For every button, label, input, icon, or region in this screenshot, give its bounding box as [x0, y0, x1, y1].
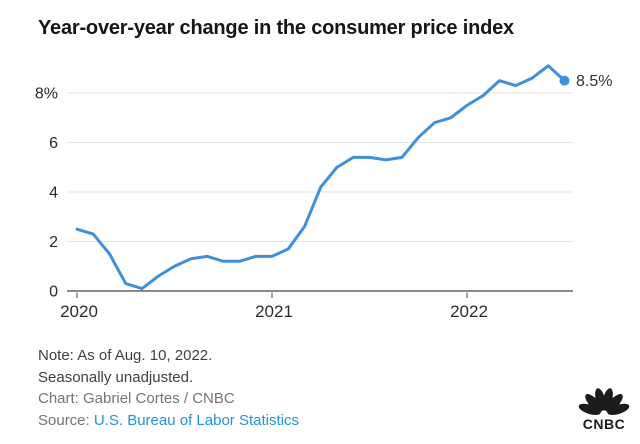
note-line-1: Note: As of Aug. 10, 2022.	[38, 347, 213, 364]
source-line: Source: U.S. Bureau of Labor Statistics	[38, 410, 299, 432]
y-axis-labels: 8% 6 4 2 0	[35, 86, 58, 301]
y-tick-label: 6	[49, 135, 58, 152]
source-label: Source:	[38, 411, 94, 429]
x-tick-label: 2020	[60, 302, 98, 321]
peacock-icon	[578, 388, 630, 416]
x-axis: 2020 2021 2022	[60, 292, 488, 321]
y-tick-label: 2	[49, 234, 58, 251]
cnbc-logo: CNBC	[578, 388, 630, 431]
source-link[interactable]: U.S. Bureau of Labor Statistics	[93, 411, 299, 429]
y-tick-label: 0	[49, 284, 58, 301]
chart-credit: Chart: Gabriel Cortes / CNBC	[38, 390, 235, 407]
y-tick-label: 8%	[35, 86, 58, 103]
latest-point-marker	[559, 75, 570, 86]
latest-value-label: 8.5%	[576, 73, 612, 90]
note-line-2: Seasonally unadjusted.	[38, 368, 194, 386]
y-tick-label: 4	[49, 185, 58, 202]
page-title: Year-over-year change in the consumer pr…	[38, 17, 514, 39]
cpi-line	[75, 64, 566, 291]
x-tick-label: 2022	[450, 302, 488, 321]
footnotes: Note: As of Aug. 10, 2022. Seasonally un…	[38, 345, 299, 431]
cnbc-wordmark: CNBC	[583, 416, 625, 431]
x-tick-label: 2021	[255, 302, 293, 321]
